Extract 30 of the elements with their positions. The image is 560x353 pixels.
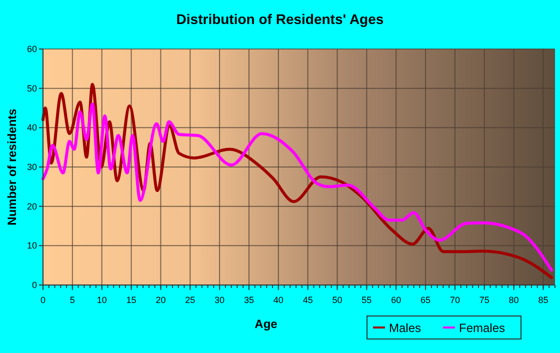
x-tick-label: 15 [126,295,136,305]
y-tick-label: 50 [26,83,37,94]
x-tick-label: 60 [391,295,402,305]
y-tick-label: 20 [26,201,37,212]
y-tick-label: 60 [26,44,37,54]
x-tick-label: 45 [302,295,313,305]
legend-label: Males [389,321,422,335]
x-axis-title: Age [254,317,278,331]
x-tick-label: 35 [244,295,254,305]
x-tick-label: 5 [70,295,75,305]
x-tick-label: 10 [96,295,107,305]
x-tick-label: 75 [479,295,490,305]
legend-label: Females [459,321,506,335]
y-tick-label: 0 [32,280,37,290]
y-tick-label: 30 [26,162,37,172]
x-tick-label: 30 [214,295,225,305]
x-tick-label: 50 [332,295,342,305]
y-tick-label: 10 [26,240,37,251]
chart-title: Distribution of Residents' Ages [176,11,384,27]
x-tick-label: 25 [185,295,196,305]
x-tick-label: 85 [538,295,548,305]
x-tick-label: 70 [450,295,460,305]
y-tick-label: 40 [26,122,37,133]
x-tick-label: 20 [156,295,166,305]
x-tick-label: 65 [420,295,431,305]
x-tick-label: 55 [362,295,372,305]
y-axis-title: Number of residents [5,108,19,226]
x-tick-label: 80 [508,295,519,305]
x-tick-label: 40 [273,295,284,305]
x-tick-label: 0 [40,295,46,305]
